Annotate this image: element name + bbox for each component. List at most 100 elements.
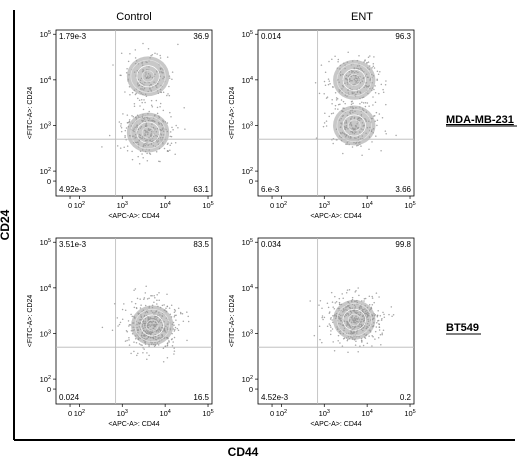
event-dot (372, 65, 375, 67)
event-dot (324, 84, 327, 86)
event-dot (379, 334, 382, 336)
event-dot (325, 125, 328, 127)
y-tick-label: 102 (40, 167, 51, 176)
event-dot (374, 85, 376, 87)
event-dot (326, 96, 329, 98)
event-dot (166, 357, 169, 359)
y-tick-label: 103 (40, 121, 51, 130)
event-dot (143, 348, 145, 350)
event-dot (133, 350, 135, 353)
event-dot (134, 57, 137, 59)
event-dot (332, 306, 334, 308)
event-dot (187, 315, 189, 318)
event-dot (144, 292, 147, 294)
event-dot (101, 146, 103, 148)
event-dot (132, 115, 135, 118)
contour-ring (141, 70, 155, 83)
event-dot (178, 323, 180, 326)
event-dot (158, 292, 160, 294)
event-dot (156, 53, 158, 55)
event-dot (368, 105, 370, 107)
event-dot (361, 340, 363, 342)
event-dot (151, 105, 154, 108)
event-dot (153, 294, 155, 297)
event-dot (337, 58, 340, 61)
event-dot (142, 108, 145, 111)
event-dot (137, 155, 139, 158)
y-tick-label: 105 (242, 30, 253, 39)
event-dot (337, 108, 339, 110)
contour-ring (141, 126, 155, 139)
event-dot (126, 67, 128, 70)
event-dot (351, 146, 354, 148)
event-dot (380, 149, 382, 152)
figure-y-axis-title: CD24 (0, 209, 12, 240)
event-dot (120, 52, 123, 54)
event-dot (153, 301, 155, 303)
event-dot (336, 97, 339, 100)
event-dot (125, 71, 128, 74)
event-dot (358, 294, 360, 297)
event-dot (126, 339, 128, 342)
event-dot (139, 298, 141, 300)
contour-ring (342, 114, 366, 137)
event-dot (340, 99, 343, 101)
event-dot (136, 354, 138, 357)
event-dot (322, 125, 325, 128)
event-dot (324, 112, 326, 114)
event-dot (378, 113, 381, 115)
density-core (333, 299, 376, 340)
event-dot (169, 131, 172, 133)
event-dot (362, 344, 365, 347)
y-tick-label: 105 (40, 30, 51, 39)
x-tick-label: 103 (319, 409, 330, 418)
event-dot (166, 150, 169, 152)
quadrant-value-top-right: 99.8 (395, 240, 411, 249)
event-dot (330, 326, 332, 328)
x-axis-label: <APC-A>: CD44 (108, 213, 159, 220)
event-dot (341, 345, 344, 347)
event-dot (184, 128, 186, 130)
event-dot (120, 122, 122, 125)
event-dot (328, 115, 330, 118)
event-dot (142, 351, 144, 354)
event-dot (355, 340, 357, 342)
x-tick-label: 0 (68, 201, 72, 210)
event-dot (142, 157, 144, 159)
event-dot (380, 344, 382, 346)
event-dot (372, 104, 374, 106)
event-dot (161, 304, 164, 307)
event-dot (124, 136, 126, 138)
event-dot (154, 296, 156, 299)
event-dot (175, 319, 177, 321)
event-dot (330, 112, 333, 115)
scatter-panel-3: 3.51e-3 83.50.024 16.50 102 103 104 1050102103… (27, 237, 214, 428)
event-dot (357, 351, 359, 353)
quadrant-value-top-left: 1.79e-3 (59, 32, 87, 41)
event-dot (373, 56, 375, 58)
quadrant-value-bottom-left: 6.e-3 (261, 185, 280, 194)
event-dot (147, 48, 150, 50)
event-dot (158, 160, 160, 163)
event-dot (166, 345, 169, 347)
event-dot (334, 91, 337, 94)
event-dot (333, 307, 336, 310)
event-dot (133, 105, 136, 107)
contour-ring (347, 119, 361, 132)
event-dot (131, 300, 133, 303)
event-dot (150, 54, 152, 57)
event-dot (179, 311, 182, 314)
event-dot (137, 97, 139, 100)
event-dot (173, 336, 176, 339)
event-dot (381, 116, 384, 119)
event-dot (375, 292, 378, 294)
event-dot (159, 160, 161, 163)
event-dot (146, 159, 149, 162)
event-dot (142, 42, 144, 45)
event-dot (121, 318, 124, 320)
event-dot (159, 54, 161, 57)
event-dot (332, 142, 334, 145)
x-tick-label: 103 (117, 201, 128, 210)
event-dot (146, 358, 148, 360)
event-dot (131, 315, 134, 318)
